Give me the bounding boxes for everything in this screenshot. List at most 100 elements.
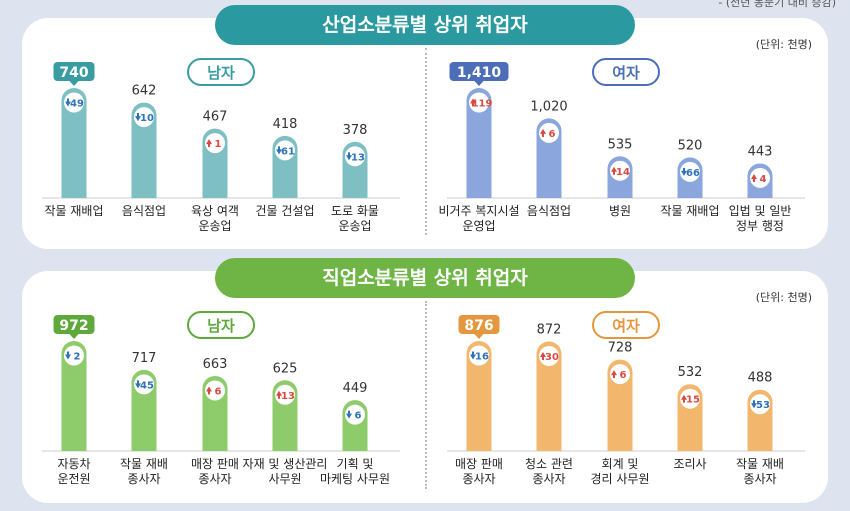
chart3-change-badge: 16 — [469, 345, 489, 366]
chart2-title: 남자 — [207, 317, 235, 335]
industry-unit-label: (단위: 천명) — [755, 38, 812, 51]
decrease-arrow-icon — [276, 149, 282, 155]
chart2-category-label: 자동차 운전원 — [57, 457, 90, 486]
chart1-change-badge: 14 — [610, 160, 630, 181]
chart3-value-label: 728 — [608, 341, 633, 356]
chart2-value-label: 972 — [59, 318, 88, 334]
chart1-title: 여자 — [612, 64, 640, 82]
increase-arrow-icon — [276, 390, 282, 396]
chart3-change-badge: 53 — [750, 394, 770, 415]
chart0-change-badge: 49 — [64, 92, 84, 113]
increase-arrow-icon — [206, 386, 212, 392]
occupation-panel: 직업소분류별 상위 취업자 (단위: 천명) 남자 2 972 자동차 운전원 45 717… — [22, 258, 828, 503]
chart0-change-label: 10 — [140, 113, 154, 124]
chart0-category-label: 작물 재배업 — [44, 204, 103, 218]
chart2-change-badge: 45 — [134, 374, 154, 395]
chart1-category-label: 작물 재배업 — [660, 204, 719, 218]
industry-divider — [425, 48, 427, 235]
chart3-change-label: 15 — [686, 395, 700, 406]
chart3-value-label: 488 — [748, 371, 773, 386]
chart2-value-label: 625 — [273, 361, 298, 376]
increase-arrow-icon — [611, 370, 617, 376]
industry-male-chart: 남자 49 740 작물 재배업 10 642 음식점업 1 467 육상 여객 운송업 61 418 건… — [42, 58, 400, 233]
chart1-category-label: 병원 — [609, 204, 631, 218]
chart3-value-label: 532 — [678, 365, 703, 380]
chart1-highlight-value: 1,410 — [449, 62, 509, 86]
increase-arrow-icon — [611, 166, 617, 172]
chart2-value-label: 717 — [132, 351, 157, 366]
chart3-category-label: 조리사 — [673, 457, 706, 471]
occupation-divider — [425, 301, 427, 489]
chart0-change-label: 49 — [70, 99, 84, 110]
decrease-arrow-icon — [65, 101, 71, 107]
chart0-value-label: 378 — [343, 123, 368, 138]
decrease-arrow-icon — [681, 170, 687, 176]
chart3-change-badge: 30 — [539, 346, 559, 367]
chart0-category-label: 음식점업 — [122, 204, 166, 218]
chart3-bar — [607, 359, 633, 451]
chart0-value-label: 642 — [132, 84, 157, 99]
chart1-change-badge: 66 — [680, 161, 700, 182]
increase-arrow-icon — [540, 352, 546, 358]
chart1-value-label: 520 — [678, 138, 703, 153]
chart2-title-pill: 남자 — [187, 311, 255, 339]
decrease-arrow-icon — [346, 155, 352, 161]
chart0-change-label: 1 — [215, 139, 222, 150]
chart2-change-label: 13 — [281, 391, 295, 402]
chart0-highlight-value: 740 — [53, 62, 95, 86]
chart3-change-badge: 6 — [610, 364, 630, 385]
increase-arrow-icon — [681, 394, 687, 400]
chart1-category-label: 비거주 복지시설 운영업 — [438, 204, 519, 233]
chart3-title-pill: 여자 — [592, 311, 660, 339]
chart3-value-label: 872 — [537, 323, 562, 338]
chart1-value-label: 1,020 — [530, 99, 567, 114]
chart1-value-label: 535 — [608, 137, 633, 152]
chart2-change-badge: 6 — [205, 380, 225, 401]
chart2-category-label: 자재 및 생산관리 사무원 — [243, 457, 328, 486]
decrease-arrow-icon — [470, 354, 476, 360]
occupation-banner: 직업소분류별 상위 취업자 — [215, 258, 635, 298]
chart1-change-label: 4 — [760, 174, 767, 185]
increase-arrow-icon — [751, 173, 757, 179]
chart3-category-label: 회계 및 경리 사무원 — [590, 457, 649, 486]
chart2-bar — [61, 341, 87, 451]
chart1-title-pill: 여자 — [592, 58, 660, 86]
chart1-change-label: 66 — [686, 168, 700, 179]
chart1-change-label: 14 — [616, 167, 630, 178]
chart2-change-label: 6 — [215, 386, 222, 397]
chart1-bar — [466, 88, 492, 198]
chart3-highlight-value: 876 — [458, 315, 500, 339]
industry-panel: 산업소분류별 상위 취업자 (단위: 천명) 남자 49 740 작물 재배업 10 64… — [22, 5, 828, 249]
chart3-value-label: 876 — [464, 318, 493, 334]
chart0-title: 남자 — [207, 64, 235, 82]
chart3-bar — [466, 341, 492, 451]
chart0-category-label: 육상 여객 운송업 — [191, 204, 239, 233]
chart2-change-badge: 2 — [64, 345, 84, 366]
chart0-value-label: 418 — [273, 117, 298, 132]
occupation-female-chart: 여자 16 876 매장 판매 종사자 30 872 청소 관련 종사자 6 728 회계 및 경리 사… — [447, 311, 805, 486]
chart2-change-badge: 13 — [275, 384, 295, 405]
chart2-category-label: 작물 재배 종사자 — [120, 457, 168, 486]
occupation-male-chart: 남자 2 972 자동차 운전원 45 717 작물 재배 종사자 6 663 매장 판매 종사자 13 6… — [42, 311, 400, 486]
chart0-category-label: 건물 건설업 — [255, 204, 314, 218]
chart3-bar — [536, 341, 562, 451]
chart1-value-label: 443 — [748, 144, 773, 159]
chart1-change-label: 6 — [549, 129, 556, 140]
industry-female-chart: 여자 119 1,410 비거주 복지시설 운영업 6 1,020 음식점업 14 535 병원 66… — [438, 58, 805, 233]
chart1-change-badge: 6 — [539, 122, 559, 143]
increase-arrow-icon — [470, 98, 476, 104]
chart3-title: 여자 — [612, 317, 640, 335]
chart0-change-badge: 61 — [275, 140, 295, 161]
chart3-change-label: 30 — [545, 352, 559, 363]
chart3-category-label: 작물 재배 종사자 — [736, 457, 784, 486]
chart2-value-label: 663 — [203, 357, 228, 372]
decrease-arrow-icon — [751, 403, 757, 409]
chart2-category-label: 매장 판매 종사자 — [191, 457, 239, 486]
chart3-category-label: 매장 판매 종사자 — [455, 457, 503, 486]
chart0-value-label: 740 — [59, 65, 88, 81]
chart2-category-label: 기획 및 마케팅 사무원 — [320, 457, 390, 486]
industry-banner: 산업소분류별 상위 취업자 — [215, 5, 635, 45]
decrease-arrow-icon — [135, 383, 141, 389]
chart0-title-pill: 남자 — [187, 58, 255, 86]
chart0-change-label: 61 — [281, 146, 295, 157]
